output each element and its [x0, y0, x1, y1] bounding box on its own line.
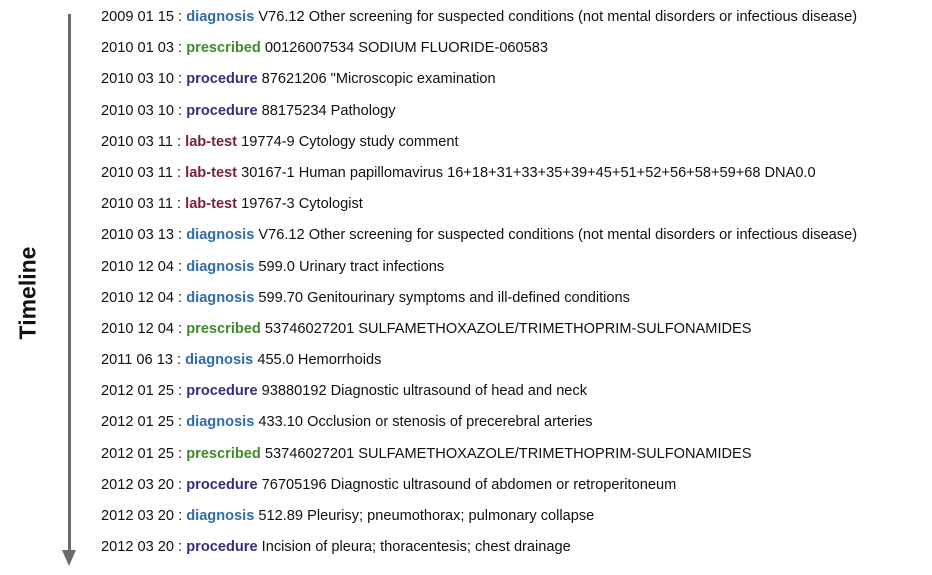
event-detail: V76.12 Other screening for suspected con…: [258, 9, 858, 25]
event-detail: 599.0 Urinary tract infections: [258, 258, 445, 275]
event-type: procedure: [186, 476, 258, 493]
event-detail: 88175234 Pathology: [261, 102, 396, 119]
event-date: 2010 01 03: [101, 40, 175, 57]
event-detail: 93880192 Diagnostic ultrasound of head a…: [261, 383, 588, 400]
event-date: 2011 06 13: [101, 352, 173, 369]
event-detail: 00126007534 SODIUM FLUORIDE-060583: [264, 40, 549, 57]
event-row: 2010 03 11 : lab-test 19767-3 Cytologist: [101, 196, 363, 213]
event-row: 2010 12 04 : diagnosis 599.0 Urinary tra…: [101, 258, 445, 275]
event-row: 2010 03 11 : lab-test 19774-9 Cytology s…: [101, 133, 459, 150]
event-date: 2012 03 20: [101, 476, 175, 493]
event-row: 2012 01 25 : prescribed 53746027201 SULF…: [101, 445, 752, 462]
event-detail: 87621206 "Microscopic examination: [261, 71, 496, 88]
event-detail: 19767-3 Cytologist: [241, 196, 363, 213]
event-row: 2012 03 20 : procedure Incision of pleur…: [101, 539, 571, 556]
event-row: 2012 01 25 : procedure 93880192 Diagnost…: [101, 383, 588, 400]
event-detail: V76.12 Other screening for suspected con…: [258, 227, 858, 244]
event-row: 2010 03 10 : procedure 87621206 "Microsc…: [101, 71, 496, 88]
event-type: prescribed: [186, 445, 261, 462]
event-type: procedure: [186, 102, 258, 119]
event-date: 2010 03 13: [101, 227, 175, 244]
event-type: diagnosis: [186, 414, 255, 431]
event-date: 2010 03 10: [101, 102, 175, 119]
event-detail: 455.0 Hemorrhoids: [257, 352, 382, 369]
event-date: 2012 01 25: [101, 414, 175, 431]
event-type: diagnosis: [186, 289, 255, 306]
event-type: diagnosis: [186, 227, 255, 244]
event-detail: 19774-9 Cytology study comment: [241, 133, 459, 150]
timeline-axis-label: Timeline: [14, 246, 41, 340]
event-date: 2010 12 04: [101, 289, 175, 306]
event-row: 2010 12 04 : diagnosis 599.70 Genitourin…: [101, 289, 630, 306]
event-type: lab-test: [185, 196, 238, 213]
event-row: 2012 03 20 : procedure 76705196 Diagnost…: [101, 476, 677, 493]
event-date: 2012 03 20: [101, 508, 175, 524]
event-row: 2009 01 15 : diagnosis V76.12 Other scre…: [101, 9, 858, 25]
event-row: 2010 01 03 : prescribed 00126007534 SODI…: [101, 40, 549, 57]
event-date: 2010 12 04: [101, 258, 175, 275]
event-type: procedure: [186, 539, 258, 556]
event-date: 2010 12 04: [101, 320, 175, 337]
event-date: 2012 03 20: [101, 539, 175, 556]
event-detail: 599.70 Genitourinary symptoms and ill-de…: [258, 289, 630, 306]
timeline-axis-line: [68, 14, 71, 554]
event-detail: 53746027201 SULFAMETHOXAZOLE/TRIMETHOPRI…: [264, 445, 752, 462]
event-type: diagnosis: [186, 9, 255, 25]
event-type: prescribed: [186, 40, 261, 57]
event-list: 2009 01 15 : diagnosis V76.12 Other scre…: [101, 6, 857, 567]
event-row: 2012 03 20 : diagnosis 512.89 Pleurisy; …: [101, 508, 595, 524]
event-type: procedure: [186, 71, 258, 88]
event-row: 2012 01 25 : diagnosis 433.10 Occlusion …: [101, 414, 593, 431]
timeline-arrow-icon: [62, 550, 76, 566]
event-date: 2010 03 10: [101, 71, 175, 88]
event-type: procedure: [186, 383, 258, 400]
event-date: 2012 01 25: [101, 383, 175, 400]
event-row: 2011 06 13 : diagnosis 455.0 Hemorrhoids: [101, 352, 382, 369]
event-row: 2010 03 13 : diagnosis V76.12 Other scre…: [101, 227, 858, 244]
event-date: 2009 01 15: [101, 9, 175, 25]
event-type: diagnosis: [185, 352, 254, 369]
event-date: 2010 03 11: [101, 164, 173, 181]
event-type: lab-test: [185, 164, 238, 181]
event-detail: 433.10 Occlusion or stenosis of precereb…: [258, 414, 593, 431]
event-date: 2010 03 11: [101, 196, 173, 213]
event-type: diagnosis: [186, 258, 255, 275]
event-type: prescribed: [186, 320, 261, 337]
event-date: 2012 01 25: [101, 445, 175, 462]
event-date: 2010 03 11: [101, 133, 173, 150]
event-detail: 76705196 Diagnostic ultrasound of abdome…: [261, 476, 677, 493]
event-detail: 30167-1 Human papillomavirus 16+18+31+33…: [241, 164, 816, 181]
event-detail: Incision of pleura; thoracentesis; chest…: [261, 539, 571, 556]
event-row: 2010 12 04 : prescribed 53746027201 SULF…: [101, 320, 752, 337]
event-type: diagnosis: [186, 508, 255, 524]
event-detail: 512.89 Pleurisy; pneumothorax; pulmonary…: [258, 508, 595, 524]
event-row: 2010 03 11 : lab-test 30167-1 Human papi…: [101, 164, 816, 181]
event-row: 2010 03 10 : procedure 88175234 Patholog…: [101, 102, 396, 119]
event-type: lab-test: [185, 133, 238, 150]
event-detail: 53746027201 SULFAMETHOXAZOLE/TRIMETHOPRI…: [264, 320, 752, 337]
